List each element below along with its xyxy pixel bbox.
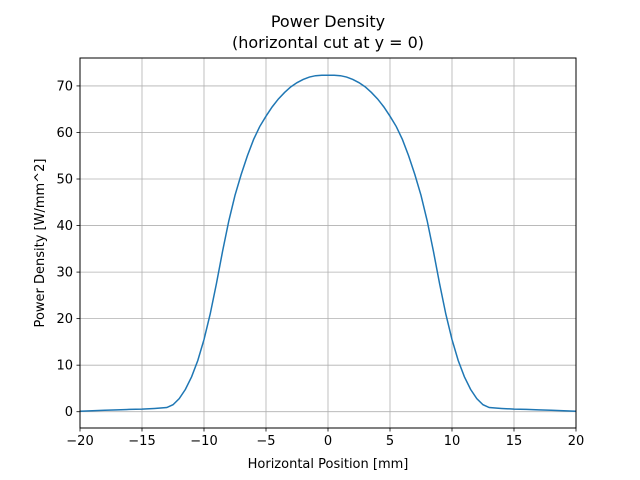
x-tick-label: 0 — [324, 434, 332, 449]
y-tick-label: 60 — [56, 126, 73, 141]
x-tick-label: 15 — [506, 434, 523, 449]
chart-title: Power Density — [271, 12, 385, 31]
chart-subtitle: (horizontal cut at y = 0) — [232, 33, 424, 52]
x-tick-label: −5 — [256, 434, 275, 449]
y-tick-label: 70 — [56, 79, 73, 94]
x-tick-label: 10 — [444, 434, 461, 449]
y-tick-label: 10 — [56, 359, 73, 374]
x-tick-label: −20 — [66, 434, 93, 449]
x-tick-label: −15 — [128, 434, 155, 449]
y-tick-label: 0 — [65, 405, 73, 420]
y-axis-label: Power Density [W/mm^2] — [33, 159, 48, 328]
x-tick-label: 20 — [568, 434, 585, 449]
x-tick-label: −10 — [190, 434, 217, 449]
x-tick-label: 5 — [386, 434, 394, 449]
power-density-series-line — [79, 74, 577, 412]
y-tick-label: 50 — [56, 173, 73, 188]
y-tick-label: 30 — [56, 266, 73, 281]
axis-ticks: −20 −15 −10 −5 0 5 10 15 20 0 10 20 30 40 50 60 70 — [56, 79, 584, 449]
grid — [79, 58, 577, 428]
x-axis-label: Horizontal Position [mm] — [248, 457, 409, 472]
y-tick-label: 40 — [56, 219, 73, 234]
y-tick-label: 20 — [56, 312, 73, 327]
